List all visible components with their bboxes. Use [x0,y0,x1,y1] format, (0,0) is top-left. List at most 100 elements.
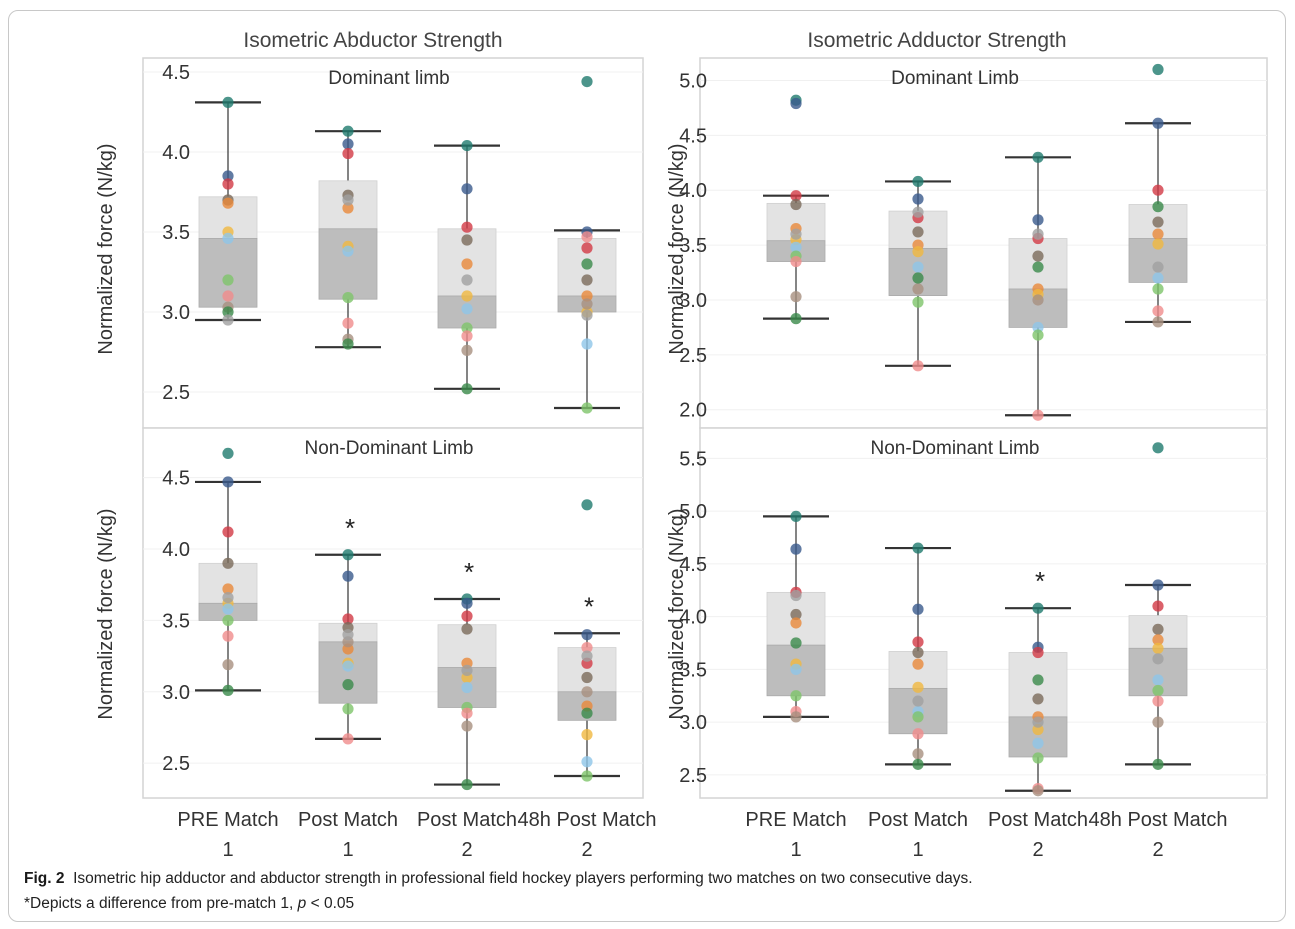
box-3: * [434,557,500,791]
data-point [912,360,924,372]
y-axis-label: Normalized force (N/kg) [666,508,688,719]
data-point [1152,283,1164,295]
panel-subtitle: Dominant limb [328,68,449,89]
data-point [1152,442,1164,454]
chart-panel-3: 2.5 3.0 3.5 4.0 4.5 Non-Dominant Limb Normaliz… [95,427,656,861]
data-point [790,589,802,602]
data-point [581,242,593,254]
data-point [912,283,924,295]
x-tick-label: 48h Post Match 2 [1089,809,1228,861]
data-point [342,148,354,160]
y-tick-label: 4.0 [679,607,707,629]
data-point [912,603,924,615]
data-point [1032,646,1044,659]
data-point [790,543,802,555]
data-point [1152,201,1164,213]
data-point [790,690,802,702]
box-4 [554,76,620,414]
data-point [581,258,593,270]
data-point [1032,693,1044,705]
data-point [581,290,593,302]
box-1 [195,96,261,326]
data-point [1152,653,1164,665]
data-point [790,608,802,621]
data-point [1152,634,1164,646]
data-point [581,729,593,741]
box-4 [1125,442,1191,770]
data-point [790,190,802,202]
y-tick-label: 5.5 [679,448,707,470]
data-point [461,330,473,342]
significance-marker: * [464,557,474,587]
data-point [461,623,473,635]
y-tick-label: 2.5 [679,345,707,367]
y-axis-label: Normalized force (N/kg) [666,143,688,354]
y-tick-label: 4.0 [162,142,190,164]
box-1 [195,447,261,696]
chart-panel-2: 2.0 2.5 3.0 3.5 4.0 4.5 5.0 Isometric Adductor … [666,29,1268,429]
box-3 [434,140,500,395]
figure-label: Fig. 2 [24,870,65,887]
box-4: * [554,499,620,782]
box-3 [1005,151,1071,421]
panel-subtitle: Non-Dominant Limb [305,438,474,459]
data-point [581,650,593,662]
y-tick-label: 4.5 [162,468,190,490]
y-tick-label: 2.0 [679,400,707,422]
data-point [1152,716,1164,728]
data-point [342,703,354,715]
data-point [222,232,234,244]
data-point [461,183,473,195]
y-tick-label: 4.5 [162,62,190,84]
data-point [461,778,473,791]
data-point [1032,250,1044,262]
data-point [342,629,354,641]
chart-panel-4: 2.5 3.0 3.5 4.0 4.5 5.0 5.5 Non-Dominant Limb No… [666,427,1268,861]
significance-marker: * [584,591,594,621]
data-point [461,681,473,694]
data-point [222,476,234,488]
data-point [342,733,354,745]
data-point [222,630,234,642]
x-tick-label: PRE Match 1 [177,809,278,861]
data-point [222,96,234,108]
data-point [1032,214,1044,226]
data-point [912,681,924,693]
data-point [1152,684,1164,697]
data-point [1152,623,1164,635]
y-tick-label: 3.0 [162,302,190,324]
data-point [1032,321,1044,334]
y-tick-label: 2.5 [679,765,707,787]
data-point [1152,316,1164,328]
data-point [912,193,924,205]
data-point [581,76,593,88]
data-point [342,570,354,582]
data-point [912,748,924,760]
data-point [1152,228,1164,240]
p-value: p < 0.05 [298,895,354,912]
data-point [790,228,802,240]
data-point [581,671,593,684]
data-point [1152,642,1164,654]
data-point [581,338,593,350]
data-point [912,646,924,659]
data-point [912,246,924,258]
figure-caption: Fig. 2 Isometric hip adductor and abduct… [24,866,1274,916]
data-point [790,198,802,211]
y-tick-label: 5.0 [679,501,707,523]
data-point [912,658,924,670]
data-point [1032,261,1044,273]
data-point [222,447,234,460]
box-1 [763,94,829,325]
data-point [342,549,354,561]
box-3: * [1005,566,1071,797]
data-point [790,663,802,675]
data-point [581,686,593,698]
data-point [581,274,593,286]
data-point [342,338,354,350]
data-point [1152,600,1164,612]
box-2 [315,125,381,350]
data-point [342,317,354,329]
data-point [461,274,473,286]
